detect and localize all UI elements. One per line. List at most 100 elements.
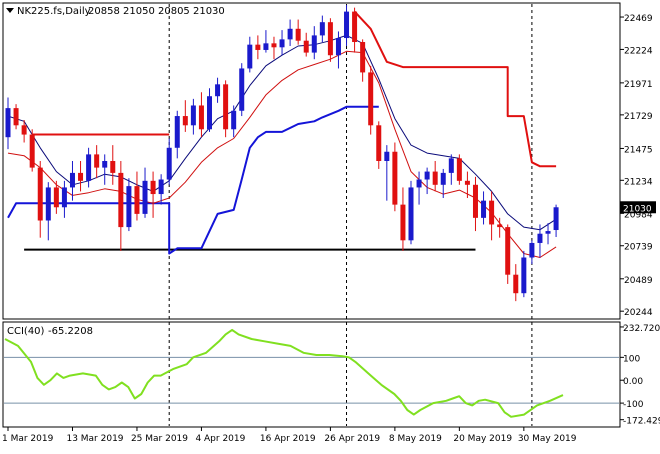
date-tick-label: 25 Mar 2019 xyxy=(131,434,188,444)
candle xyxy=(303,32,309,57)
cci-tick-label: 100 xyxy=(623,354,640,364)
candle-body xyxy=(456,158,462,181)
candle-body xyxy=(215,84,221,97)
candle-body xyxy=(13,108,19,126)
candle xyxy=(432,161,438,192)
date-tick-label: 16 Apr 2019 xyxy=(260,434,316,444)
candle xyxy=(142,167,148,218)
candle-body xyxy=(263,43,269,50)
candle-body xyxy=(190,105,196,126)
candle xyxy=(231,105,237,138)
candle xyxy=(86,147,92,188)
candle-body xyxy=(29,134,35,168)
cci-line xyxy=(4,328,564,418)
candle-body xyxy=(464,180,470,185)
candle-body xyxy=(432,171,438,185)
candle-body xyxy=(360,42,366,73)
candle xyxy=(78,161,84,192)
candle xyxy=(247,36,253,73)
candle xyxy=(384,145,390,201)
candle-body xyxy=(448,158,454,173)
candle xyxy=(392,142,398,212)
candle-body xyxy=(416,179,422,188)
candle-body xyxy=(368,72,374,126)
candle xyxy=(102,154,108,185)
candle-body xyxy=(440,172,446,185)
candle xyxy=(126,178,132,232)
price-tick-label: 22469 xyxy=(624,14,653,24)
price-layer xyxy=(5,4,559,426)
candle xyxy=(472,176,478,232)
symbol-dropdown-icon[interactable] xyxy=(6,8,14,13)
candle xyxy=(287,19,293,46)
candle xyxy=(279,30,285,56)
date-tick-label: 26 Apr 2019 xyxy=(324,434,380,444)
candle-body xyxy=(231,110,237,130)
candle-body xyxy=(472,184,478,218)
candle-body xyxy=(537,233,543,243)
candle xyxy=(352,7,358,53)
candle xyxy=(53,180,59,214)
candle-body xyxy=(5,108,11,138)
ohlc-label: 20858 21050 20805 21030 xyxy=(88,6,225,17)
candle-body xyxy=(53,187,59,208)
candle xyxy=(408,180,414,245)
price-tick-label: 21729 xyxy=(624,112,653,122)
candle xyxy=(344,5,350,46)
candle xyxy=(335,31,341,69)
cci-layer xyxy=(4,328,619,418)
candle-body xyxy=(295,28,301,41)
candle-body xyxy=(166,147,172,180)
candle-body xyxy=(110,161,116,173)
candle-body xyxy=(497,224,503,228)
candle-body xyxy=(21,125,27,135)
candle xyxy=(263,30,269,53)
date-tick-label: 8 May 2019 xyxy=(389,434,442,444)
cci-current-value: -65.2208 xyxy=(48,326,93,337)
candle xyxy=(464,171,470,199)
candle-body xyxy=(174,116,180,148)
candle-body xyxy=(134,186,140,214)
candle xyxy=(424,167,430,195)
candle xyxy=(481,191,487,225)
current-price-box xyxy=(620,201,656,214)
candle xyxy=(513,264,519,302)
slow-moving-average xyxy=(7,50,557,258)
price-tick-label: 21475 xyxy=(624,145,653,155)
candle xyxy=(13,104,19,130)
candle-body xyxy=(376,125,382,161)
candle xyxy=(368,65,374,135)
candle xyxy=(45,182,51,241)
candle-body xyxy=(344,11,350,39)
candle xyxy=(448,154,454,185)
candle-body xyxy=(279,39,285,48)
candle xyxy=(150,171,156,218)
candle-body xyxy=(255,44,261,50)
candle xyxy=(529,240,535,265)
candle xyxy=(21,120,27,143)
candle-body xyxy=(86,154,92,181)
axis-layer: 22469 22224 21971 21729 21475 21234 20984 20739… xyxy=(2,14,660,444)
candle-body xyxy=(521,257,527,294)
cci-tick-label: 0.00 xyxy=(623,377,643,387)
candle xyxy=(440,168,446,199)
candle-body xyxy=(319,22,325,36)
candle-body xyxy=(78,172,84,181)
candle-body xyxy=(352,11,358,43)
date-tick-label: 1 Mar 2019 xyxy=(2,434,54,444)
candle xyxy=(110,145,116,185)
candle-body xyxy=(481,200,487,218)
candle xyxy=(456,154,462,185)
candle-body xyxy=(223,84,229,130)
price-tick-label: 20984 xyxy=(624,210,653,220)
blue-trend-line xyxy=(7,105,379,255)
candle xyxy=(61,180,67,218)
candle xyxy=(327,18,333,62)
date-tick-label: 13 Mar 2019 xyxy=(66,434,123,444)
candle xyxy=(376,121,382,169)
date-tick-label: 4 Apr 2019 xyxy=(195,434,245,444)
candle xyxy=(174,110,180,159)
candle-body xyxy=(424,171,430,180)
